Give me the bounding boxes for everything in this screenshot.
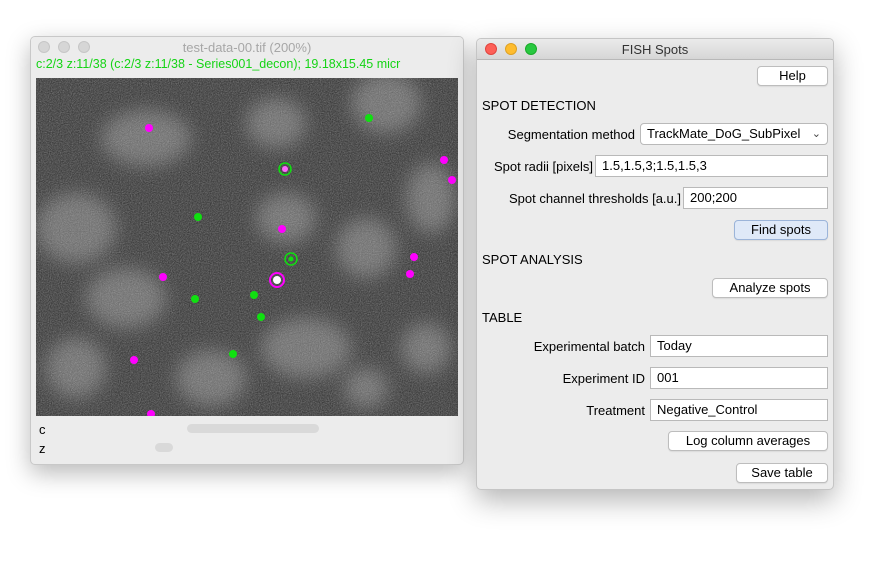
highlighted-spots bbox=[269, 162, 298, 288]
green-spots bbox=[191, 114, 373, 358]
help-button[interactable]: Help bbox=[757, 66, 828, 86]
experiment-id-label: Experiment ID bbox=[562, 371, 645, 386]
image-window-title: test-data-00.tif (200%) bbox=[182, 40, 312, 55]
table-heading: TABLE bbox=[482, 310, 523, 325]
fish-window-titlebar[interactable]: FISH Spots bbox=[477, 39, 833, 60]
zoom-window-button[interactable] bbox=[525, 43, 537, 55]
channel-slider-label: c bbox=[39, 422, 46, 437]
spot-radii-input[interactable]: 1.5,1.5,3;1.5,1.5,3 bbox=[595, 155, 828, 177]
close-window-button[interactable] bbox=[485, 43, 497, 55]
log-column-averages-button[interactable]: Log column averages bbox=[668, 431, 828, 451]
spot-detection-heading: SPOT DETECTION bbox=[482, 98, 596, 113]
image-window: test-data-00.tif (200%) c:2/3 z:11/38 (c… bbox=[30, 36, 464, 465]
segmentation-method-label: Segmentation method bbox=[507, 127, 635, 142]
save-table-button[interactable]: Save table bbox=[736, 463, 828, 483]
minimize-window-button[interactable] bbox=[505, 43, 517, 55]
magenta-spots bbox=[130, 124, 456, 416]
spot-analysis-heading: SPOT ANALYSIS bbox=[482, 252, 583, 267]
find-spots-button[interactable]: Find spots bbox=[734, 220, 828, 240]
experimental-batch-label: Experimental batch bbox=[533, 339, 645, 354]
z-slider[interactable] bbox=[155, 443, 173, 452]
chevron-down-icon: ⌄ bbox=[811, 128, 821, 140]
treatment-input[interactable]: Negative_Control bbox=[650, 399, 828, 421]
spot-thresholds-input[interactable]: 200;200 bbox=[683, 187, 828, 209]
treatment-label: Treatment bbox=[586, 403, 645, 418]
image-window-titlebar[interactable]: test-data-00.tif (200%) bbox=[31, 37, 463, 57]
segmentation-method-select[interactable]: TrackMate_DoG_SubPixel ⌄ bbox=[640, 123, 828, 145]
z-slider-label: z bbox=[39, 441, 46, 456]
zoom-window-button[interactable] bbox=[78, 41, 90, 53]
image-status-line: c:2/3 z:11/38 (c:2/3 z:11/38 - Series001… bbox=[36, 57, 401, 71]
experiment-id-input[interactable]: 001 bbox=[650, 367, 828, 389]
image-canvas[interactable] bbox=[36, 78, 458, 416]
minimize-window-button[interactable] bbox=[58, 41, 70, 53]
channel-slider[interactable] bbox=[187, 424, 319, 433]
experimental-batch-input[interactable]: Today bbox=[650, 335, 828, 357]
fish-window-title: FISH Spots bbox=[621, 42, 689, 57]
microscopy-image bbox=[36, 78, 458, 416]
segmentation-method-value: TrackMate_DoG_SubPixel bbox=[647, 126, 801, 141]
spot-thresholds-label: Spot channel thresholds [a.u.] bbox=[508, 191, 681, 206]
analyze-spots-button[interactable]: Analyze spots bbox=[712, 278, 828, 298]
fish-spots-window: FISH Spots Help SPOT DETECTION Segmentat… bbox=[476, 38, 834, 490]
close-window-button[interactable] bbox=[38, 41, 50, 53]
spot-radii-label: Spot radii [pixels] bbox=[494, 159, 593, 174]
